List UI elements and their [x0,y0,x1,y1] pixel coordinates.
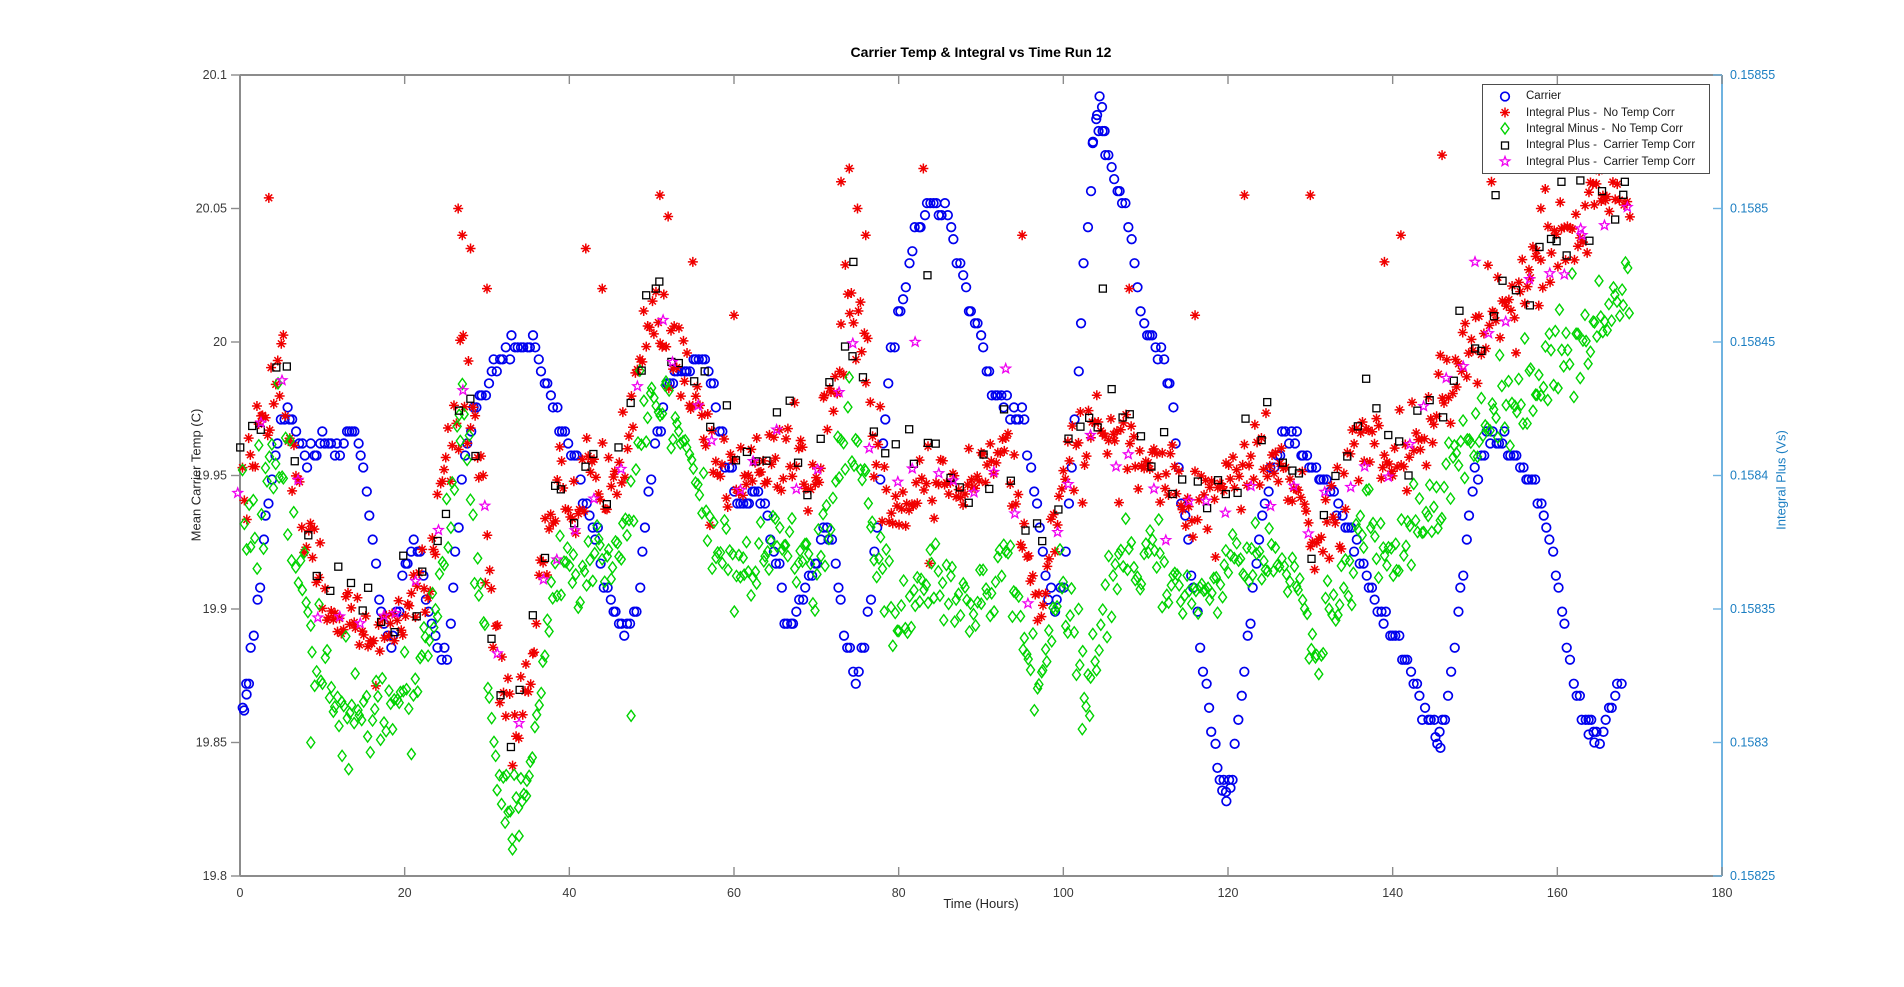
y-left-tick-label: 20.05 [196,202,227,216]
y-axis-label-left: Mean Carrier Temp (C) [188,408,204,542]
series-diamond-points [237,255,1635,856]
legend-item: Carrier [1483,88,1709,104]
y-right-tick-label: 0.15855 [1730,68,1775,82]
x-tick-label: 60 [727,886,741,900]
legend-item-label: Integral Plus - Carrier Temp Corr [1526,139,1696,152]
y-left-tick-label: 20.1 [203,68,227,82]
x-tick-label: 0 [237,886,244,900]
circle-legend-icon [1499,91,1511,102]
legend-item-label: Carrier [1526,90,1562,103]
series-pentagram-points [231,200,1634,729]
x-axis-label: Time (Hours) [943,896,1019,911]
y-left-tick-label: 19.8 [203,869,227,883]
legend-box: Carrier Integral Plus - No Temp Corr Integ… [1482,84,1710,174]
x-tick-label: 20 [398,886,412,900]
series-circle-points [237,91,1627,807]
x-tick-label: 100 [1053,886,1074,900]
asterisk-legend-icon [1500,107,1510,118]
square-legend-icon [1500,141,1510,150]
y-left-tick-label: 19.85 [196,736,227,750]
legend-item: Integral Plus - Carrier Temp Corr [1483,137,1709,153]
pentagram-legend-icon [1498,154,1512,168]
chart-title: Carrier Temp & Integral vs Time Run 12 [850,44,1112,60]
legend-item-label: Integral Minus - No Temp Corr [1526,122,1684,135]
x-tick-label: 180 [1712,886,1733,900]
series-square-points [236,164,1629,752]
y-axis-label-right: Integral Plus (Vs) [1773,430,1789,530]
diamond-legend-icon [1500,122,1510,136]
legend-item-label: Integral Plus - No Temp Corr [1526,106,1675,119]
series-asterisk-points [237,131,1635,771]
y-right-tick-label: 0.1583 [1730,736,1768,750]
legend-item: Integral Minus - No Temp Corr [1483,121,1709,137]
x-tick-label: 80 [892,886,906,900]
y-left-tick-label: 20 [213,335,227,349]
x-tick-label: 160 [1547,886,1568,900]
y-left-tick-label: 19.9 [203,602,227,616]
y-right-tick-label: 0.15825 [1730,869,1775,883]
y-right-tick-label: 0.1584 [1730,469,1768,483]
y-right-tick-label: 0.1585 [1730,202,1768,216]
x-tick-label: 140 [1382,886,1403,900]
y-right-tick-label: 0.15835 [1730,602,1775,616]
y-left-tick-label: 19.95 [196,469,227,483]
legend-item-label: Integral Plus - Carrier Temp Corr [1526,155,1696,168]
legend-item: Integral Plus - No Temp Corr [1483,104,1709,120]
x-tick-label: 120 [1218,886,1239,900]
x-tick-label: 40 [562,886,576,900]
y-right-tick-label: 0.15845 [1730,335,1775,349]
legend-item: Integral Plus - Carrier Temp Corr [1483,154,1709,170]
